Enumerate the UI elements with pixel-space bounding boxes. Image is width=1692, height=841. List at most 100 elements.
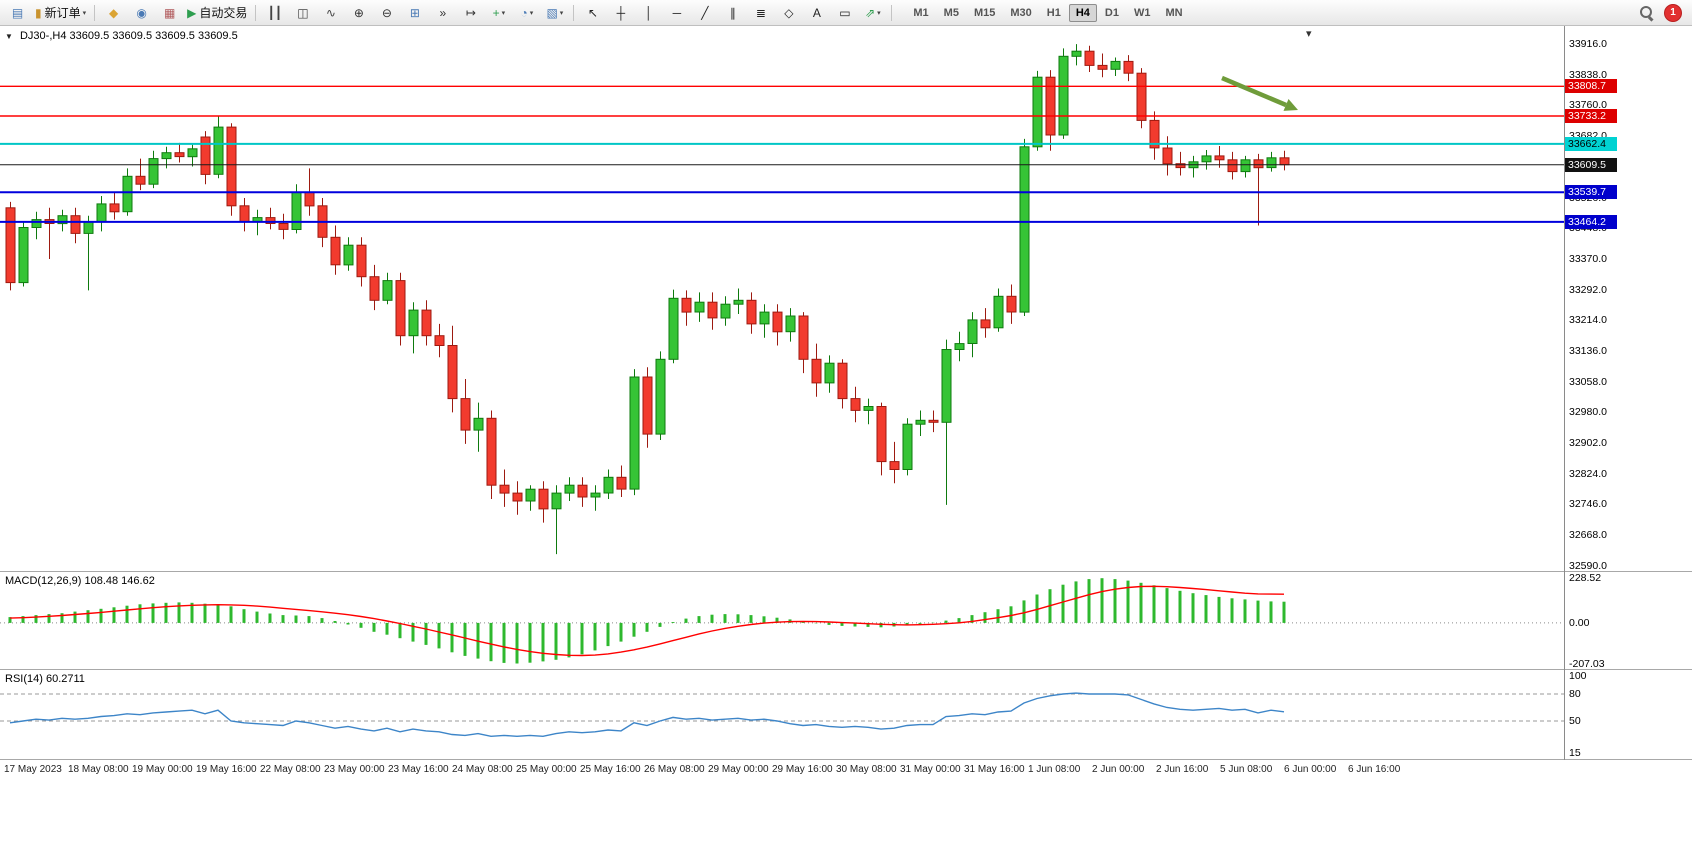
symbol-ohlc-text: DJ30-,H4 33609.5 33609.5 33609.5 33609.5 — [19, 30, 238, 42]
candle — [668, 297, 679, 360]
candle — [993, 295, 1004, 329]
horizontal-line-button[interactable]: ─ — [663, 2, 690, 23]
auto-scroll-button[interactable]: » — [429, 2, 456, 23]
timeframe-w1[interactable]: W1 — [1133, 6, 1151, 19]
candle — [330, 236, 341, 266]
time-axis-label: 17 May 2023 — [4, 764, 62, 775]
candle — [148, 158, 159, 185]
rsi-canvas[interactable] — [0, 670, 1692, 759]
equidistant-channel-icon: ∥ — [729, 5, 736, 20]
rsi-header: RSI(14) 60.2711 — [5, 673, 85, 685]
time-axis-label: 31 May 16:00 — [964, 764, 1025, 775]
time-axis-label: 6 Jun 16:00 — [1348, 764, 1401, 775]
timeframe-m15[interactable]: M15 — [973, 6, 996, 19]
tile-windows-button[interactable]: ⊞ — [401, 2, 428, 23]
candle — [759, 311, 770, 325]
candle — [343, 244, 354, 266]
templates-button[interactable]: ▧ ▾ — [541, 2, 568, 23]
one-click-trading-toggle[interactable]: ▼ — [5, 32, 13, 41]
zoom-in-button[interactable]: ⊕ — [345, 2, 372, 23]
macd-signal-line — [9, 585, 1285, 657]
timeframe-h1[interactable]: H1 — [1046, 6, 1061, 19]
autotrading-button[interactable]: ▶ 自动交易 — [184, 2, 250, 23]
candle — [1253, 159, 1264, 169]
new-order-icon: ▮ — [35, 5, 42, 20]
periods-icon: ◔ — [520, 5, 528, 20]
time-axis-label: 22 May 08:00 — [260, 764, 321, 775]
text-icon: A — [812, 5, 821, 20]
price-axis-label: 33136.0 — [1569, 345, 1607, 357]
candle — [1214, 155, 1225, 161]
cursor-button[interactable]: ↖ — [579, 2, 606, 23]
fibonacci-button[interactable]: ≣ — [747, 2, 774, 23]
timeframe-m1[interactable]: M1 — [913, 6, 929, 19]
candle — [161, 152, 172, 160]
price-axis-label: 33292.0 — [1569, 284, 1607, 296]
price-line-badge: 33733.2 — [1565, 109, 1617, 123]
crosshair-button[interactable]: ┼ — [607, 2, 634, 23]
trendline-button[interactable]: ╱ — [691, 2, 718, 23]
time-axis-label: 30 May 08:00 — [836, 764, 897, 775]
price-line-badge: 33539.7 — [1565, 185, 1617, 199]
candle — [408, 309, 419, 337]
macd-axis-label: 0.00 — [1569, 617, 1590, 629]
zoom-out-button[interactable]: ⊖ — [373, 2, 400, 23]
time-axis[interactable]: 17 May 2023 18 May 08:00 19 May 00:00 19 Ma… — [0, 760, 1692, 780]
new-chart-button[interactable]: ▤ — [4, 2, 31, 23]
candle — [1201, 155, 1212, 163]
price-axis[interactable]: 33916.033838.033760.033682.033604.033526… — [1564, 26, 1692, 760]
time-axis-label: 19 May 16:00 — [196, 764, 257, 775]
search-icon[interactable] — [1639, 5, 1654, 20]
chart-window[interactable]: ▼ DJ30-,H4 33609.5 33609.5 33609.5 33609… — [0, 26, 1692, 841]
text-button[interactable]: A — [803, 2, 830, 23]
chart-shift-marker[interactable]: ▾ — [1306, 28, 1312, 40]
time-axis-label: 2 Jun 16:00 — [1156, 764, 1209, 775]
candle — [1136, 72, 1147, 121]
timeframe-h4[interactable]: H4 — [1068, 3, 1097, 22]
new-order-button[interactable]: ▮ 新订单 ▾ — [32, 2, 89, 23]
pane-divider[interactable] — [0, 571, 1692, 572]
timeframe-d1[interactable]: D1 — [1104, 6, 1119, 19]
pane-divider[interactable] — [0, 759, 1692, 760]
candle — [1006, 295, 1017, 313]
candle — [395, 280, 406, 337]
toolbar: ▤ ▮ 新订单 ▾ ◆ ◉ ▦ ▶ 自动交易 ┃┃ ◫ ∿ ⊕ ⊖ ⊞» ↦ + ▾ ◔ ▾ ▧ ▾ ↖ ┼ │ ─ ╱ ∥ ≣ ◇ A ▭ ⇗… — [0, 0, 1692, 26]
macd-canvas[interactable] — [0, 572, 1692, 669]
candlestick-chart-button[interactable]: ◫ — [289, 2, 316, 23]
candle — [967, 319, 978, 344]
time-axis-label: 26 May 08:00 — [644, 764, 705, 775]
strategy-tester-button[interactable]: ▦ — [156, 2, 183, 23]
candle — [278, 223, 289, 230]
main-chart-canvas[interactable] — [0, 26, 1692, 571]
time-axis-label: 1 Jun 08:00 — [1028, 764, 1081, 775]
timeframe-m30[interactable]: M30 — [1010, 6, 1032, 19]
shapes-button[interactable]: ◇ — [775, 2, 802, 23]
chart-shift-button[interactable]: ↦ — [457, 2, 484, 23]
pane-divider[interactable] — [0, 669, 1692, 670]
vertical-line-button[interactable]: │ — [635, 2, 662, 23]
notification-badge[interactable]: 1 — [1664, 3, 1682, 22]
timeframe-m5[interactable]: M5 — [943, 6, 959, 19]
periods-button[interactable]: ◔ ▾ — [513, 2, 540, 23]
market-watch-button[interactable]: ◆ — [100, 2, 127, 23]
macd-axis-label: -207.03 — [1569, 658, 1605, 670]
candle — [187, 148, 198, 158]
candle — [694, 301, 705, 313]
line-chart-button[interactable]: ∿ — [317, 2, 344, 23]
vertical-line-icon: │ — [645, 5, 653, 20]
candle — [174, 152, 185, 158]
arrow-annotation[interactable] — [1221, 75, 1287, 108]
bar-chart-button[interactable]: ┃┃ — [261, 2, 288, 23]
text-label-button[interactable]: ▭ — [831, 2, 858, 23]
candle — [772, 311, 783, 333]
navigator-button[interactable]: ◉ — [128, 2, 155, 23]
timeframe-mn[interactable]: MN — [1165, 6, 1183, 19]
indicators-button[interactable]: + ▾ — [485, 2, 512, 23]
candle — [928, 419, 939, 423]
equidistant-channel-button[interactable]: ∥ — [719, 2, 746, 23]
price-axis-label: 33370.0 — [1569, 253, 1607, 265]
time-axis-label: 29 May 16:00 — [772, 764, 833, 775]
arrows-button[interactable]: ⇗ ▾ — [859, 2, 886, 23]
trendline-icon: ╱ — [701, 5, 709, 20]
arrow-annotation-head[interactable] — [1283, 99, 1299, 111]
